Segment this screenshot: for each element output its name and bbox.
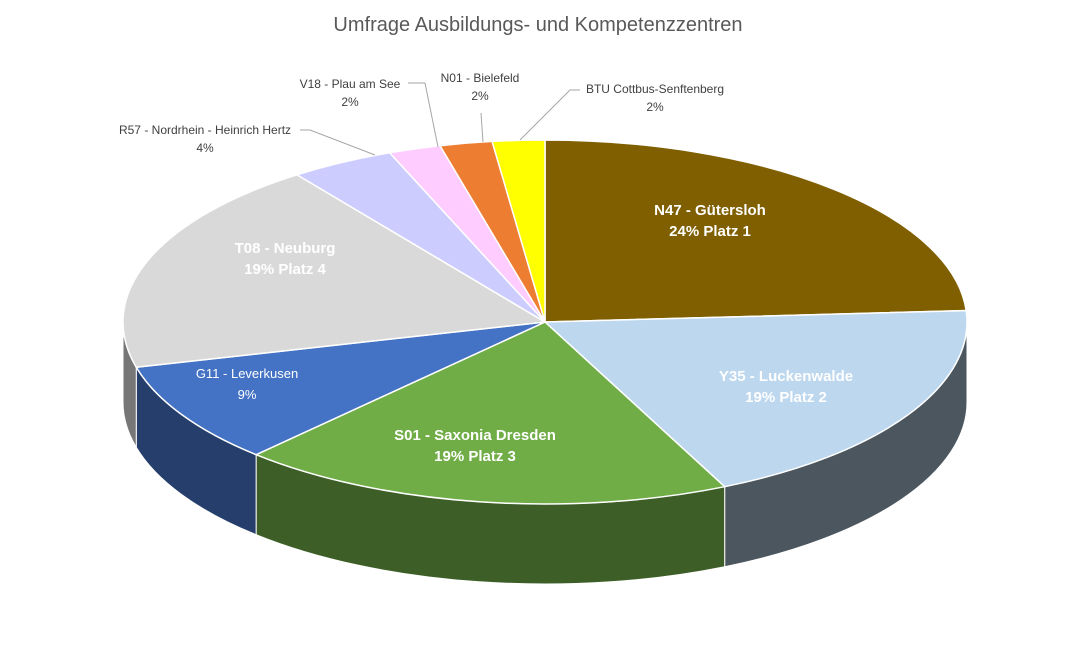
slice-label-value: 2% [471,89,489,103]
leader-line [519,89,580,141]
pie-slice [254,321,727,505]
pie-slice [543,309,968,488]
slice-label-value: 2% [646,100,664,114]
slice-label-value: 19% Platz 4 [244,261,326,278]
slice-label-name: G11 - Leverkusen [196,366,298,381]
pie-slice [135,321,546,456]
slice-label-name: Y35 - Luckenwalde [719,368,853,385]
slice-label-value: 9% [238,387,257,402]
pie-slice [491,139,546,323]
leader-line [300,129,376,156]
slice-label-name: N47 - Gütersloh [654,202,766,219]
slice-label-name: BTU Cottbus-Senftenberg [586,82,724,96]
slice-label-name: V18 - Plau am See [300,77,401,91]
leader-line [408,82,439,148]
slice-label-name: T08 - Neuburg [235,240,336,257]
chart-title: Umfrage Ausbildungs- und Kompetenzzentre… [333,14,743,36]
pie-slice [544,139,968,323]
slice-label-value: 2% [341,95,359,109]
slice-label-name: N01 - Bielefeld [441,71,520,85]
slice-label-value: 4% [196,141,214,155]
leader-line [480,112,484,143]
slice-label-name: S01 - Saxonia Dresden [394,427,556,444]
slice-label-value: 19% Platz 2 [745,389,827,406]
pie-slice [122,173,548,369]
slice-label-value: 19% Platz 3 [434,448,516,465]
slice-label-name: R57 - Nordrhein - Heinrich Hertz [119,123,291,137]
slice-label-value: 24% Platz 1 [669,223,751,240]
